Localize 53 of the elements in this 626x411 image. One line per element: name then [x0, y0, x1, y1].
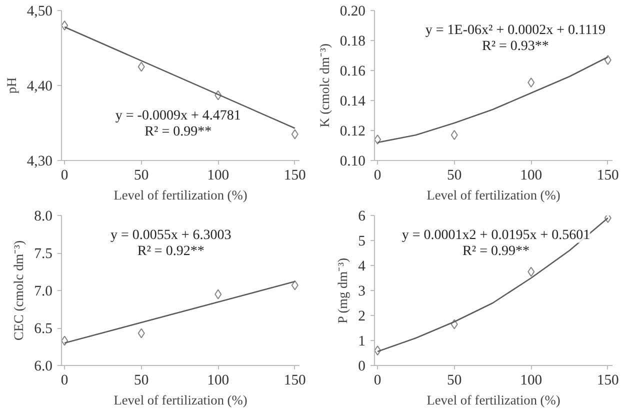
- y-tick-label: 3: [358, 284, 366, 300]
- y-tick-label: 0.18: [340, 34, 366, 50]
- annotation: R² = 0.93**: [482, 38, 549, 54]
- annotation: y = 1E-06x² + 0.0002x + 0.1119: [425, 22, 606, 38]
- annotation: y = 0.0055x + 6.3003: [110, 228, 232, 243]
- y-axis-title: K (cmolc dm⁻³): [316, 44, 332, 128]
- x-tick-label: 150: [596, 372, 619, 388]
- x-tick-label: 0: [60, 372, 68, 388]
- x-tick-label: 100: [207, 168, 230, 184]
- y-tick-label: 7.5: [34, 246, 53, 262]
- x-tick-label: 50: [447, 372, 462, 388]
- x-tick-label: 0: [374, 372, 382, 388]
- annotation: R² = 0.99**: [144, 124, 212, 140]
- x-tick-label: 50: [447, 168, 462, 184]
- y-tick-label: 6: [358, 208, 366, 224]
- x-tick-label: 100: [207, 372, 230, 388]
- x-tick-label: 150: [284, 168, 306, 184]
- x-tick-label: 0: [374, 168, 382, 184]
- x-tick-label: 0: [60, 168, 68, 184]
- y-tick-label: 0.10: [340, 154, 366, 170]
- y-tick-label: 0.20: [340, 4, 366, 20]
- y-axis-title: pH: [4, 76, 19, 94]
- annotation: y = 0.0001x2 + 0.0195x + 0.5601: [402, 228, 590, 243]
- x-tick-label: 50: [134, 372, 149, 388]
- y-tick-label: 8.0: [34, 208, 53, 224]
- x-tick-label: 100: [520, 372, 542, 388]
- annotation: R² = 0.92**: [137, 244, 204, 259]
- y-tick-label: 4: [358, 258, 366, 274]
- x-axis-title: Level of fertilization (%): [114, 188, 248, 202]
- x-axis-title: Level of fertilization (%): [114, 392, 248, 408]
- y-tick-label: 4,40: [26, 78, 53, 94]
- y-tick-label: 6.5: [34, 321, 53, 337]
- x-axis-title: Level of fertilization (%): [426, 188, 560, 202]
- x-tick-label: 150: [596, 168, 619, 184]
- y-tick-label: 1: [358, 334, 366, 350]
- y-tick-label: 0: [358, 358, 366, 374]
- y-tick-label: 7.0: [34, 284, 53, 300]
- x-axis-title: Level of fertilization (%): [426, 392, 560, 408]
- y-tick-label: 4,30: [26, 154, 53, 170]
- y-tick-label: 2: [358, 308, 366, 324]
- y-tick-label: 0.14: [340, 94, 366, 110]
- y-axis-title: CEC (cmolc dm⁻³): [11, 240, 26, 341]
- y-tick-label: 0.12: [340, 124, 366, 140]
- annotation: R² = 0.99**: [462, 244, 530, 259]
- y-tick-label: 5: [358, 234, 366, 250]
- y-axis-title: P (mg dm⁻³): [335, 258, 350, 324]
- x-tick-label: 100: [520, 168, 542, 184]
- x-tick-label: 50: [134, 168, 149, 184]
- y-tick-label: 6.0: [34, 358, 53, 374]
- x-tick-label: 150: [284, 372, 306, 388]
- annotation: y = -0.0009x + 4.4781: [115, 108, 241, 124]
- y-tick-label: 0.16: [340, 64, 366, 80]
- y-tick-label: 4,50: [26, 4, 53, 20]
